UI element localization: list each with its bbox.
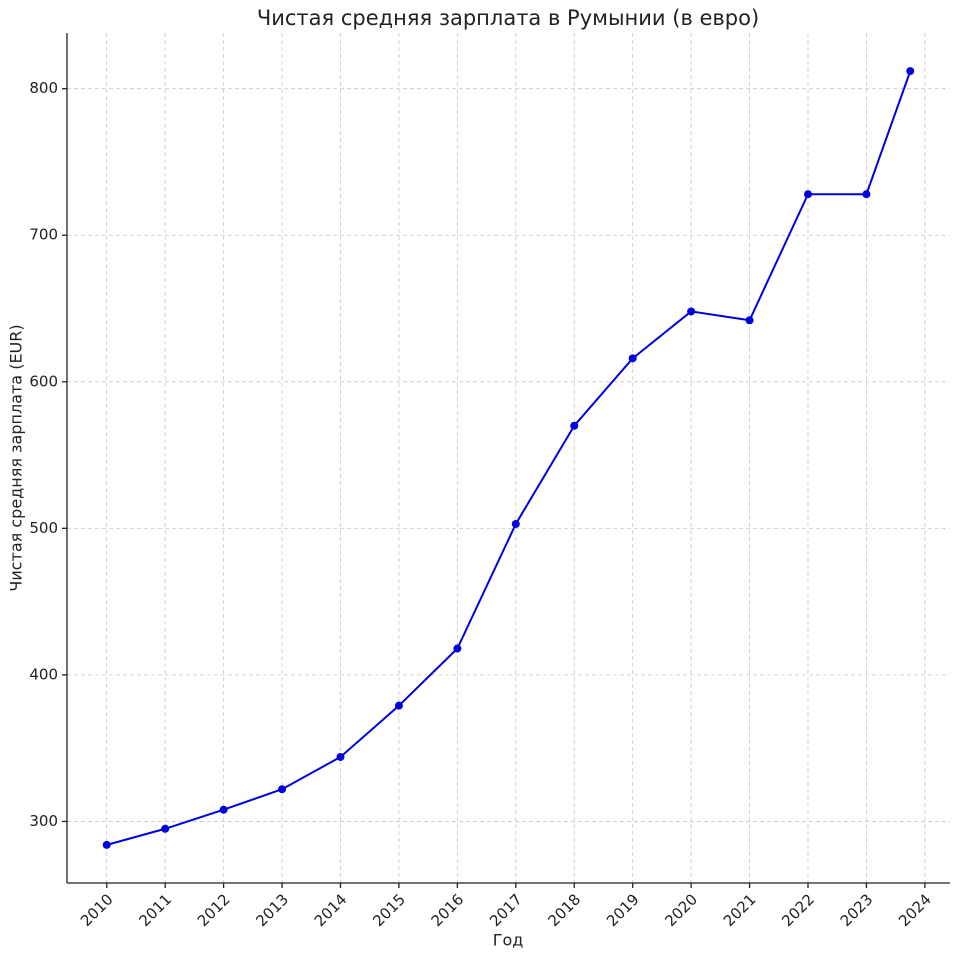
- data-point: [628, 354, 637, 363]
- x-tick-label: 2013: [252, 890, 292, 930]
- x-tick-label: 2015: [369, 890, 409, 930]
- x-tick-label: 2010: [77, 890, 117, 930]
- data-point: [803, 190, 812, 199]
- data-point: [453, 644, 462, 653]
- x-tick-label: 2023: [837, 890, 877, 930]
- data-point: [511, 519, 520, 528]
- data-point: [394, 701, 403, 710]
- y-tick-label: 600: [29, 372, 58, 390]
- x-tick-label: 2011: [135, 890, 175, 930]
- x-tick-label: 2021: [720, 890, 760, 930]
- data-point: [278, 785, 287, 794]
- data-point: [336, 752, 345, 761]
- x-axis-label: Год: [493, 931, 524, 950]
- x-tick-label: 2018: [545, 890, 585, 930]
- data-point: [161, 824, 170, 833]
- y-tick-label: 400: [29, 665, 58, 683]
- chart-title: Чистая средняя зарплата в Румынии (в евр…: [257, 6, 759, 30]
- data-point: [219, 805, 228, 814]
- data-point: [687, 307, 696, 316]
- x-tick-label: 2012: [194, 890, 234, 930]
- data-point: [906, 67, 915, 76]
- data-point: [570, 421, 579, 430]
- x-tick-label: 2022: [778, 890, 818, 930]
- y-tick-label: 500: [29, 519, 58, 537]
- data-point: [745, 316, 754, 325]
- x-tick-label: 2024: [895, 890, 935, 930]
- x-tick-label: 2017: [486, 890, 526, 930]
- data-point: [102, 840, 111, 849]
- y-tick-label: 300: [29, 812, 58, 830]
- y-axis-label: Чистая средняя зарплата (EUR): [7, 324, 26, 591]
- x-tick-label: 2020: [661, 890, 701, 930]
- x-tick-label: 2016: [428, 890, 468, 930]
- y-tick-label: 700: [29, 226, 58, 244]
- data-point: [862, 190, 871, 199]
- x-tick-label: 2014: [311, 890, 351, 930]
- x-tick-label: 2019: [603, 890, 643, 930]
- y-tick-label: 800: [29, 79, 58, 97]
- data-line: [106, 70, 912, 846]
